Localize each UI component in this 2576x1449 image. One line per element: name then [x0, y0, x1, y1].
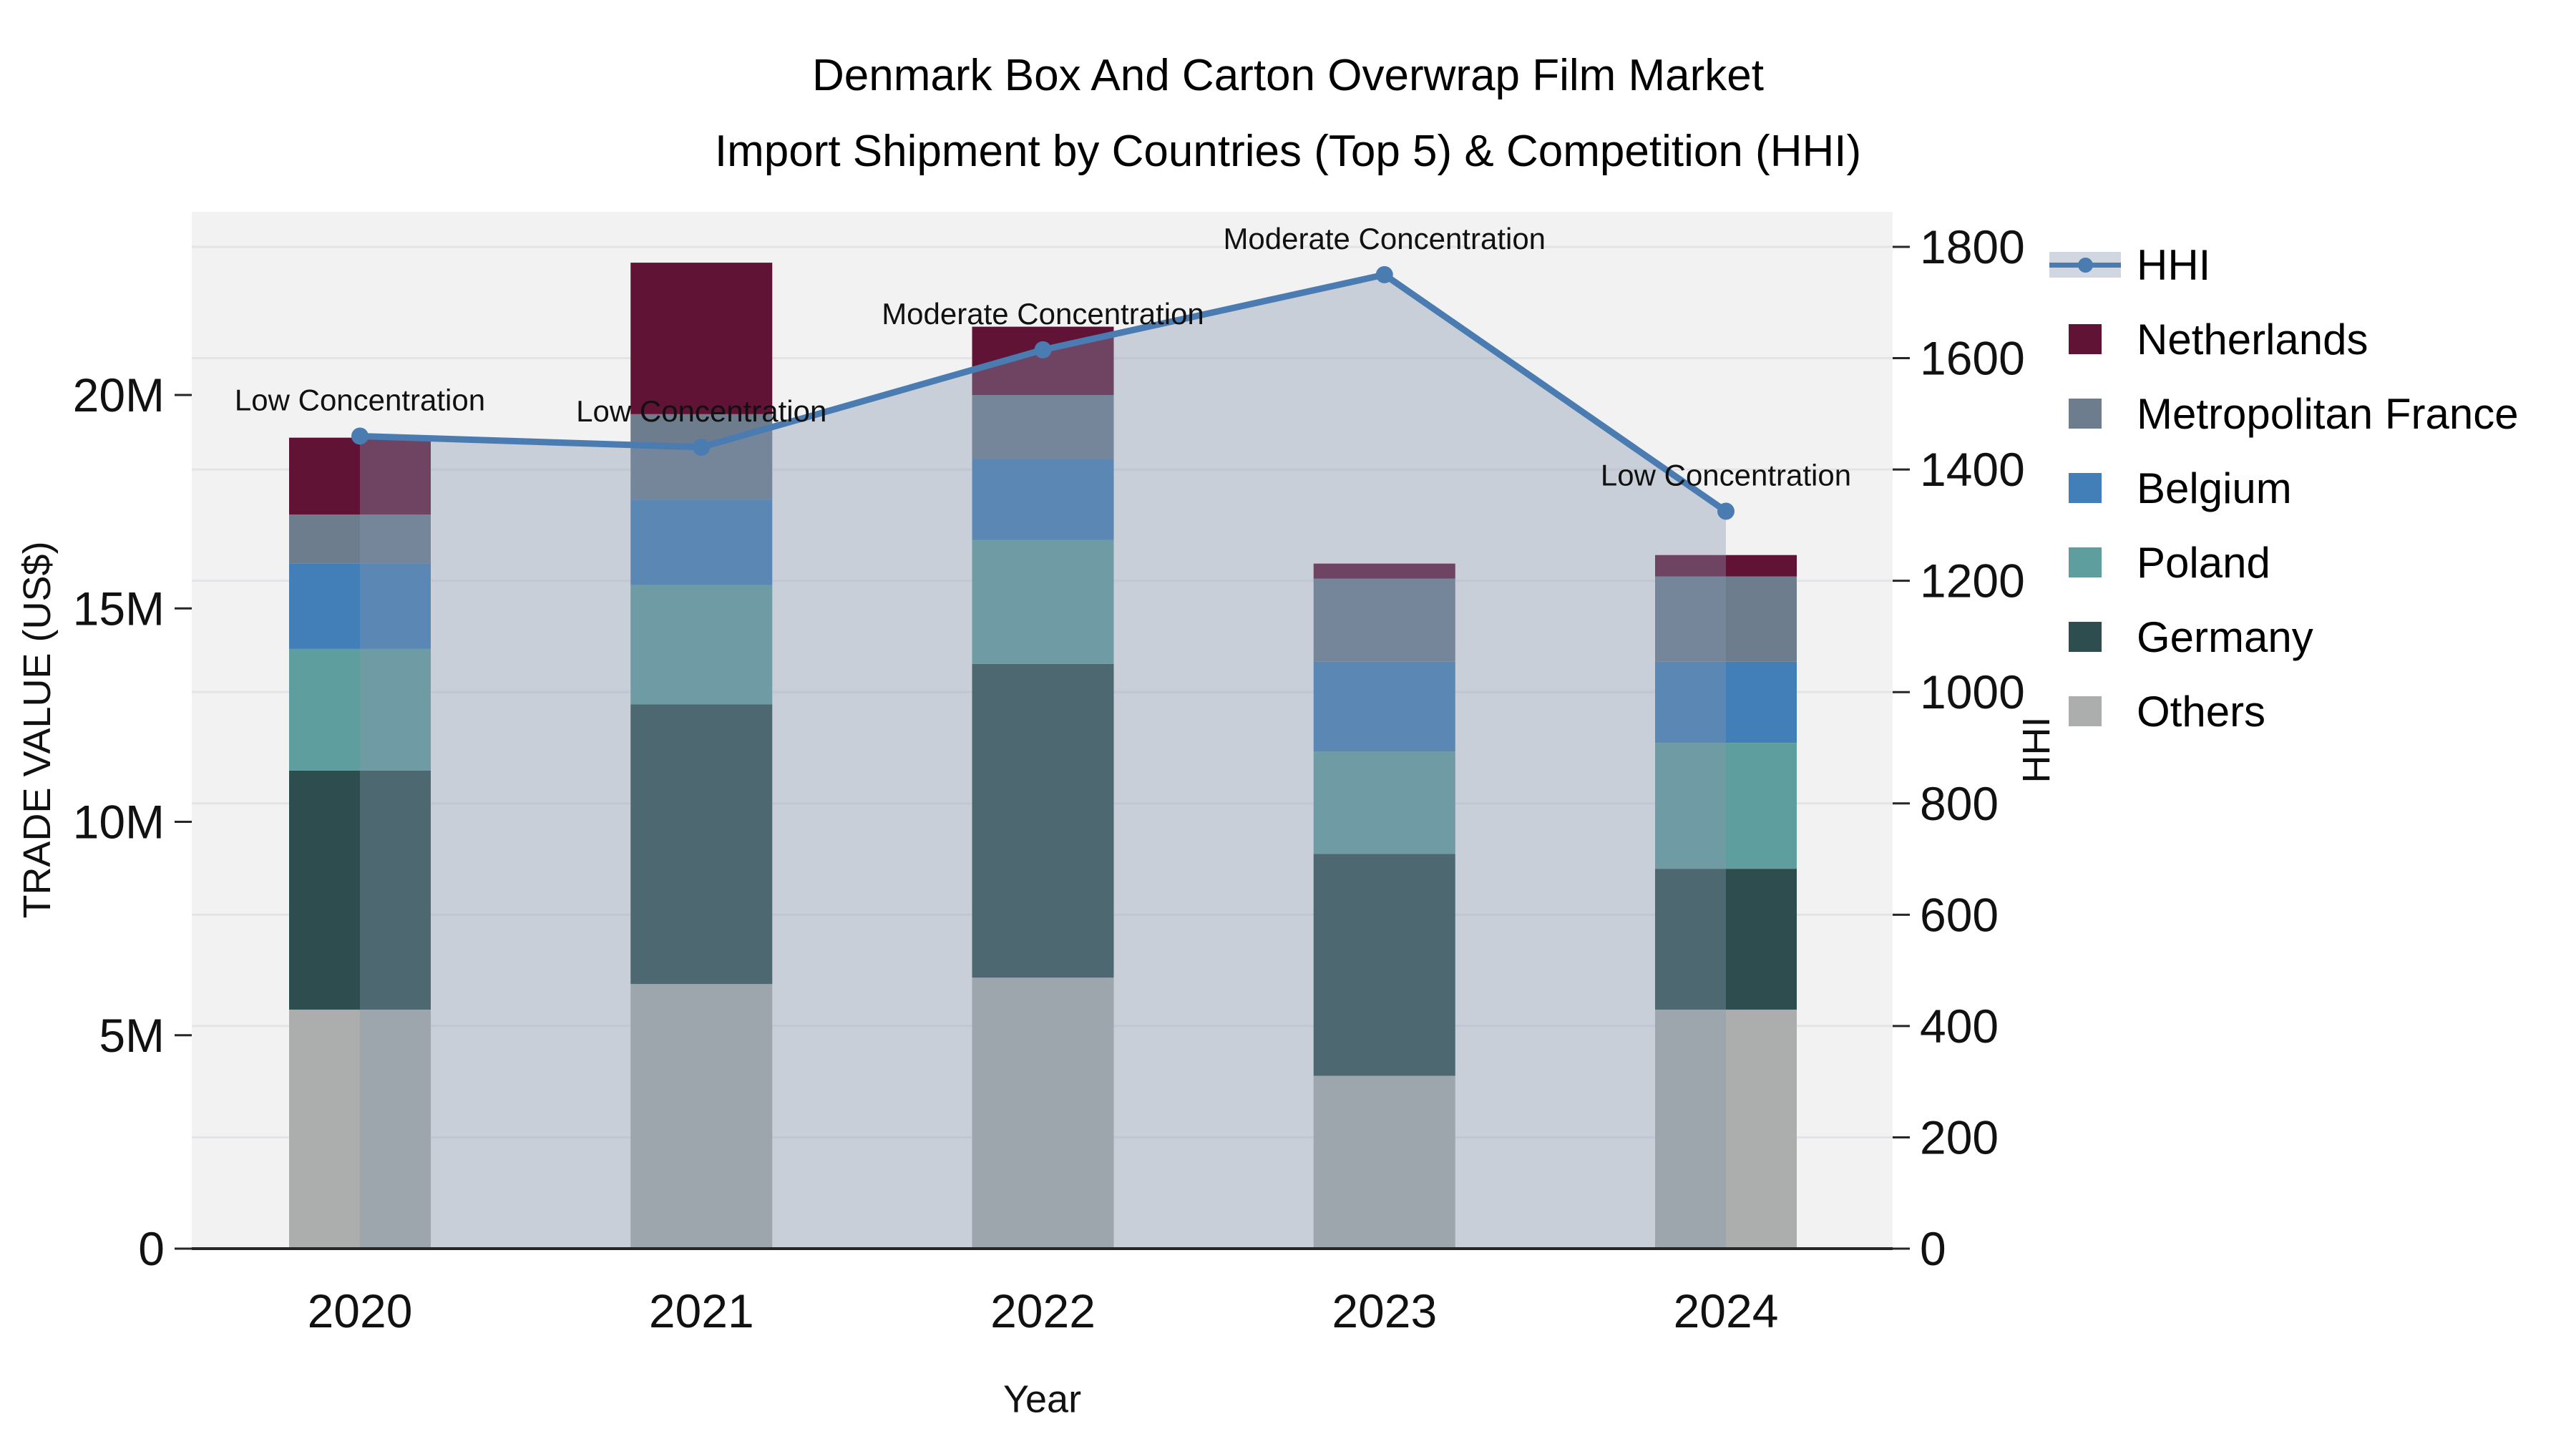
chart-title-line1: Denmark Box And Carton Overwrap Film Mar… — [812, 51, 1764, 100]
svg-text:600: 600 — [1920, 888, 1999, 941]
legend: HHI Netherlands Metropolitan France Belg… — [2048, 228, 2519, 748]
svg-text:2024: 2024 — [1674, 1284, 1779, 1337]
svg-text:2022: 2022 — [990, 1284, 1096, 1337]
legend-item-others: Others — [2048, 674, 2519, 748]
hhi-line-swatch-icon — [2048, 252, 2122, 278]
svg-text:800: 800 — [1920, 777, 1999, 830]
others-swatch-icon — [2069, 696, 2102, 726]
legend-item-hhi: HHI — [2048, 228, 2519, 302]
svg-text:10M: 10M — [73, 796, 165, 849]
legend-label-netherlands: Netherlands — [2137, 315, 2368, 364]
legend-item-germany: Germany — [2048, 600, 2519, 674]
svg-text:0: 0 — [138, 1222, 165, 1275]
legend-label-hhi: HHI — [2137, 240, 2211, 289]
svg-text:15M: 15M — [73, 582, 165, 635]
netherlands-swatch-icon — [2069, 324, 2102, 354]
svg-text:0: 0 — [1920, 1222, 1946, 1275]
germany-swatch-icon — [2069, 622, 2102, 652]
svg-text:Moderate Concentration: Moderate Concentration — [882, 297, 1204, 331]
legend-label-germany: Germany — [2137, 613, 2313, 661]
svg-text:1200: 1200 — [1920, 555, 2025, 608]
svg-text:Low Concentration: Low Concentration — [576, 394, 826, 428]
svg-text:Moderate Concentration: Moderate Concentration — [1223, 222, 1546, 255]
svg-text:400: 400 — [1920, 1000, 1999, 1053]
svg-text:1800: 1800 — [1920, 220, 2025, 273]
svg-text:Low Concentration: Low Concentration — [235, 383, 485, 416]
svg-text:2021: 2021 — [649, 1284, 754, 1337]
legend-item-metropolitan-france: Metropolitan France — [2048, 376, 2519, 451]
svg-text:2020: 2020 — [308, 1284, 413, 1337]
metropolitan-france-swatch-icon — [2069, 399, 2102, 429]
legend-item-belgium: Belgium — [2048, 451, 2519, 525]
svg-text:Low Concentration: Low Concentration — [1601, 458, 1851, 492]
legend-label-poland: Poland — [2137, 538, 2270, 587]
legend-label-others: Others — [2137, 687, 2266, 736]
svg-text:2023: 2023 — [1332, 1284, 1437, 1337]
svg-text:1400: 1400 — [1920, 443, 2025, 496]
chart-title-line2: Import Shipment by Countries (Top 5) & C… — [714, 127, 1862, 176]
legend-item-poland: Poland — [2048, 525, 2519, 600]
svg-text:TRADE VALUE (US$): TRADE VALUE (US$) — [16, 541, 59, 918]
svg-text:200: 200 — [1920, 1111, 1999, 1163]
legend-label-belgium: Belgium — [2137, 464, 2292, 512]
legend-item-netherlands: Netherlands — [2048, 302, 2519, 376]
poland-swatch-icon — [2069, 547, 2102, 577]
svg-text:1000: 1000 — [1920, 665, 2025, 718]
belgium-swatch-icon — [2069, 473, 2102, 503]
svg-text:20M: 20M — [73, 369, 165, 421]
legend-label-metropolitan-france: Metropolitan France — [2137, 389, 2519, 438]
svg-text:5M: 5M — [99, 1009, 165, 1062]
svg-text:HHI: HHI — [2015, 717, 2058, 784]
svg-text:Year: Year — [1003, 1377, 1081, 1420]
svg-text:1600: 1600 — [1920, 332, 2025, 385]
